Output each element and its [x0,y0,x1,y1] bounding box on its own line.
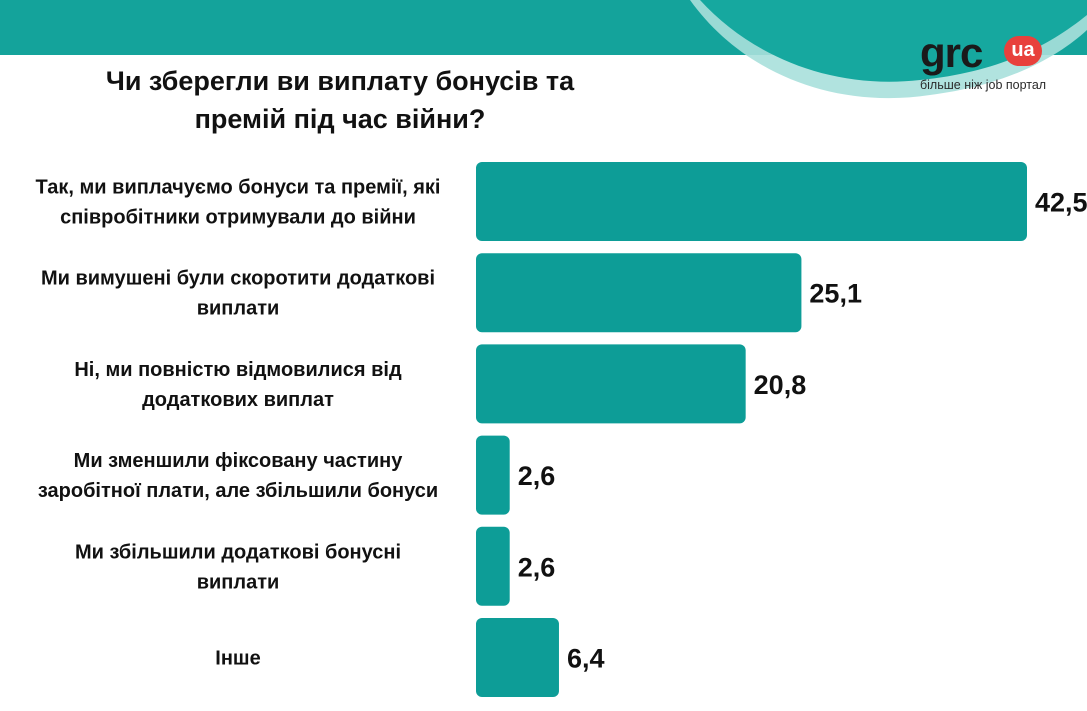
value-label-2: 25,1 [809,279,862,309]
category-label-5: Ми збільшили додаткові бонусні виплати [75,541,401,593]
bar-4 [476,435,510,515]
category-label-line: співробітники отримували до війни [60,207,416,229]
category-label-line: Ми вимушені були скоротити додаткові [41,268,435,290]
category-label-line: додаткових виплат [142,389,334,411]
value-label-4: 2,6 [518,461,556,491]
chart-title-line-1: Чи зберегли ви виплату бонусів та [105,66,575,96]
bar-6 [476,618,559,697]
bar-3 [476,344,746,424]
chart-title: Чи зберегли ви виплату бонусів та премій… [40,62,640,138]
category-label-line: виплати [197,571,280,593]
category-label-1: Так, ми виплачуємо бонуси та премії, які… [36,177,441,229]
category-label-line: Так, ми виплачуємо бонуси та премії, які [36,177,441,199]
category-label-2: Ми вимушені були скоротити додаткові випл… [41,268,435,320]
category-label-line: Інше [215,648,260,670]
category-label-line: Ми збільшили додаткові бонусні [75,541,401,563]
value-label-3: 20,8 [754,370,807,400]
category-label-line: виплати [197,298,280,320]
category-label-line: заробітної плати, але збільшили бонуси [38,480,438,502]
bar-1 [476,162,1027,241]
category-label-line: Ми зменшили фіксовану частину [74,450,404,472]
value-label-5: 2,6 [518,552,556,582]
value-label-1: 42,5 [1035,188,1087,218]
category-label-line: Ні, ми повністю відмовилися від [74,359,402,381]
bar-2 [476,253,802,333]
value-label-6: 6,4 [567,644,605,674]
bar-5 [476,526,510,606]
chart-title-line-2: премій під час війни? [194,104,486,134]
category-label-6: Інше [215,648,260,670]
logo-tagline: більше ніж job портал [920,78,1047,92]
category-label-4: Ми зменшили фіксовану частину заробітної … [38,450,438,502]
logo-badge: ua [1004,36,1042,66]
header-curve [700,0,1087,82]
logo-wordmark: grc [920,29,983,76]
grc-logo: grc ua більше ніж job портал [920,29,1055,93]
category-label-3: Ні, ми повністю відмовилися від додаткови… [74,359,402,411]
